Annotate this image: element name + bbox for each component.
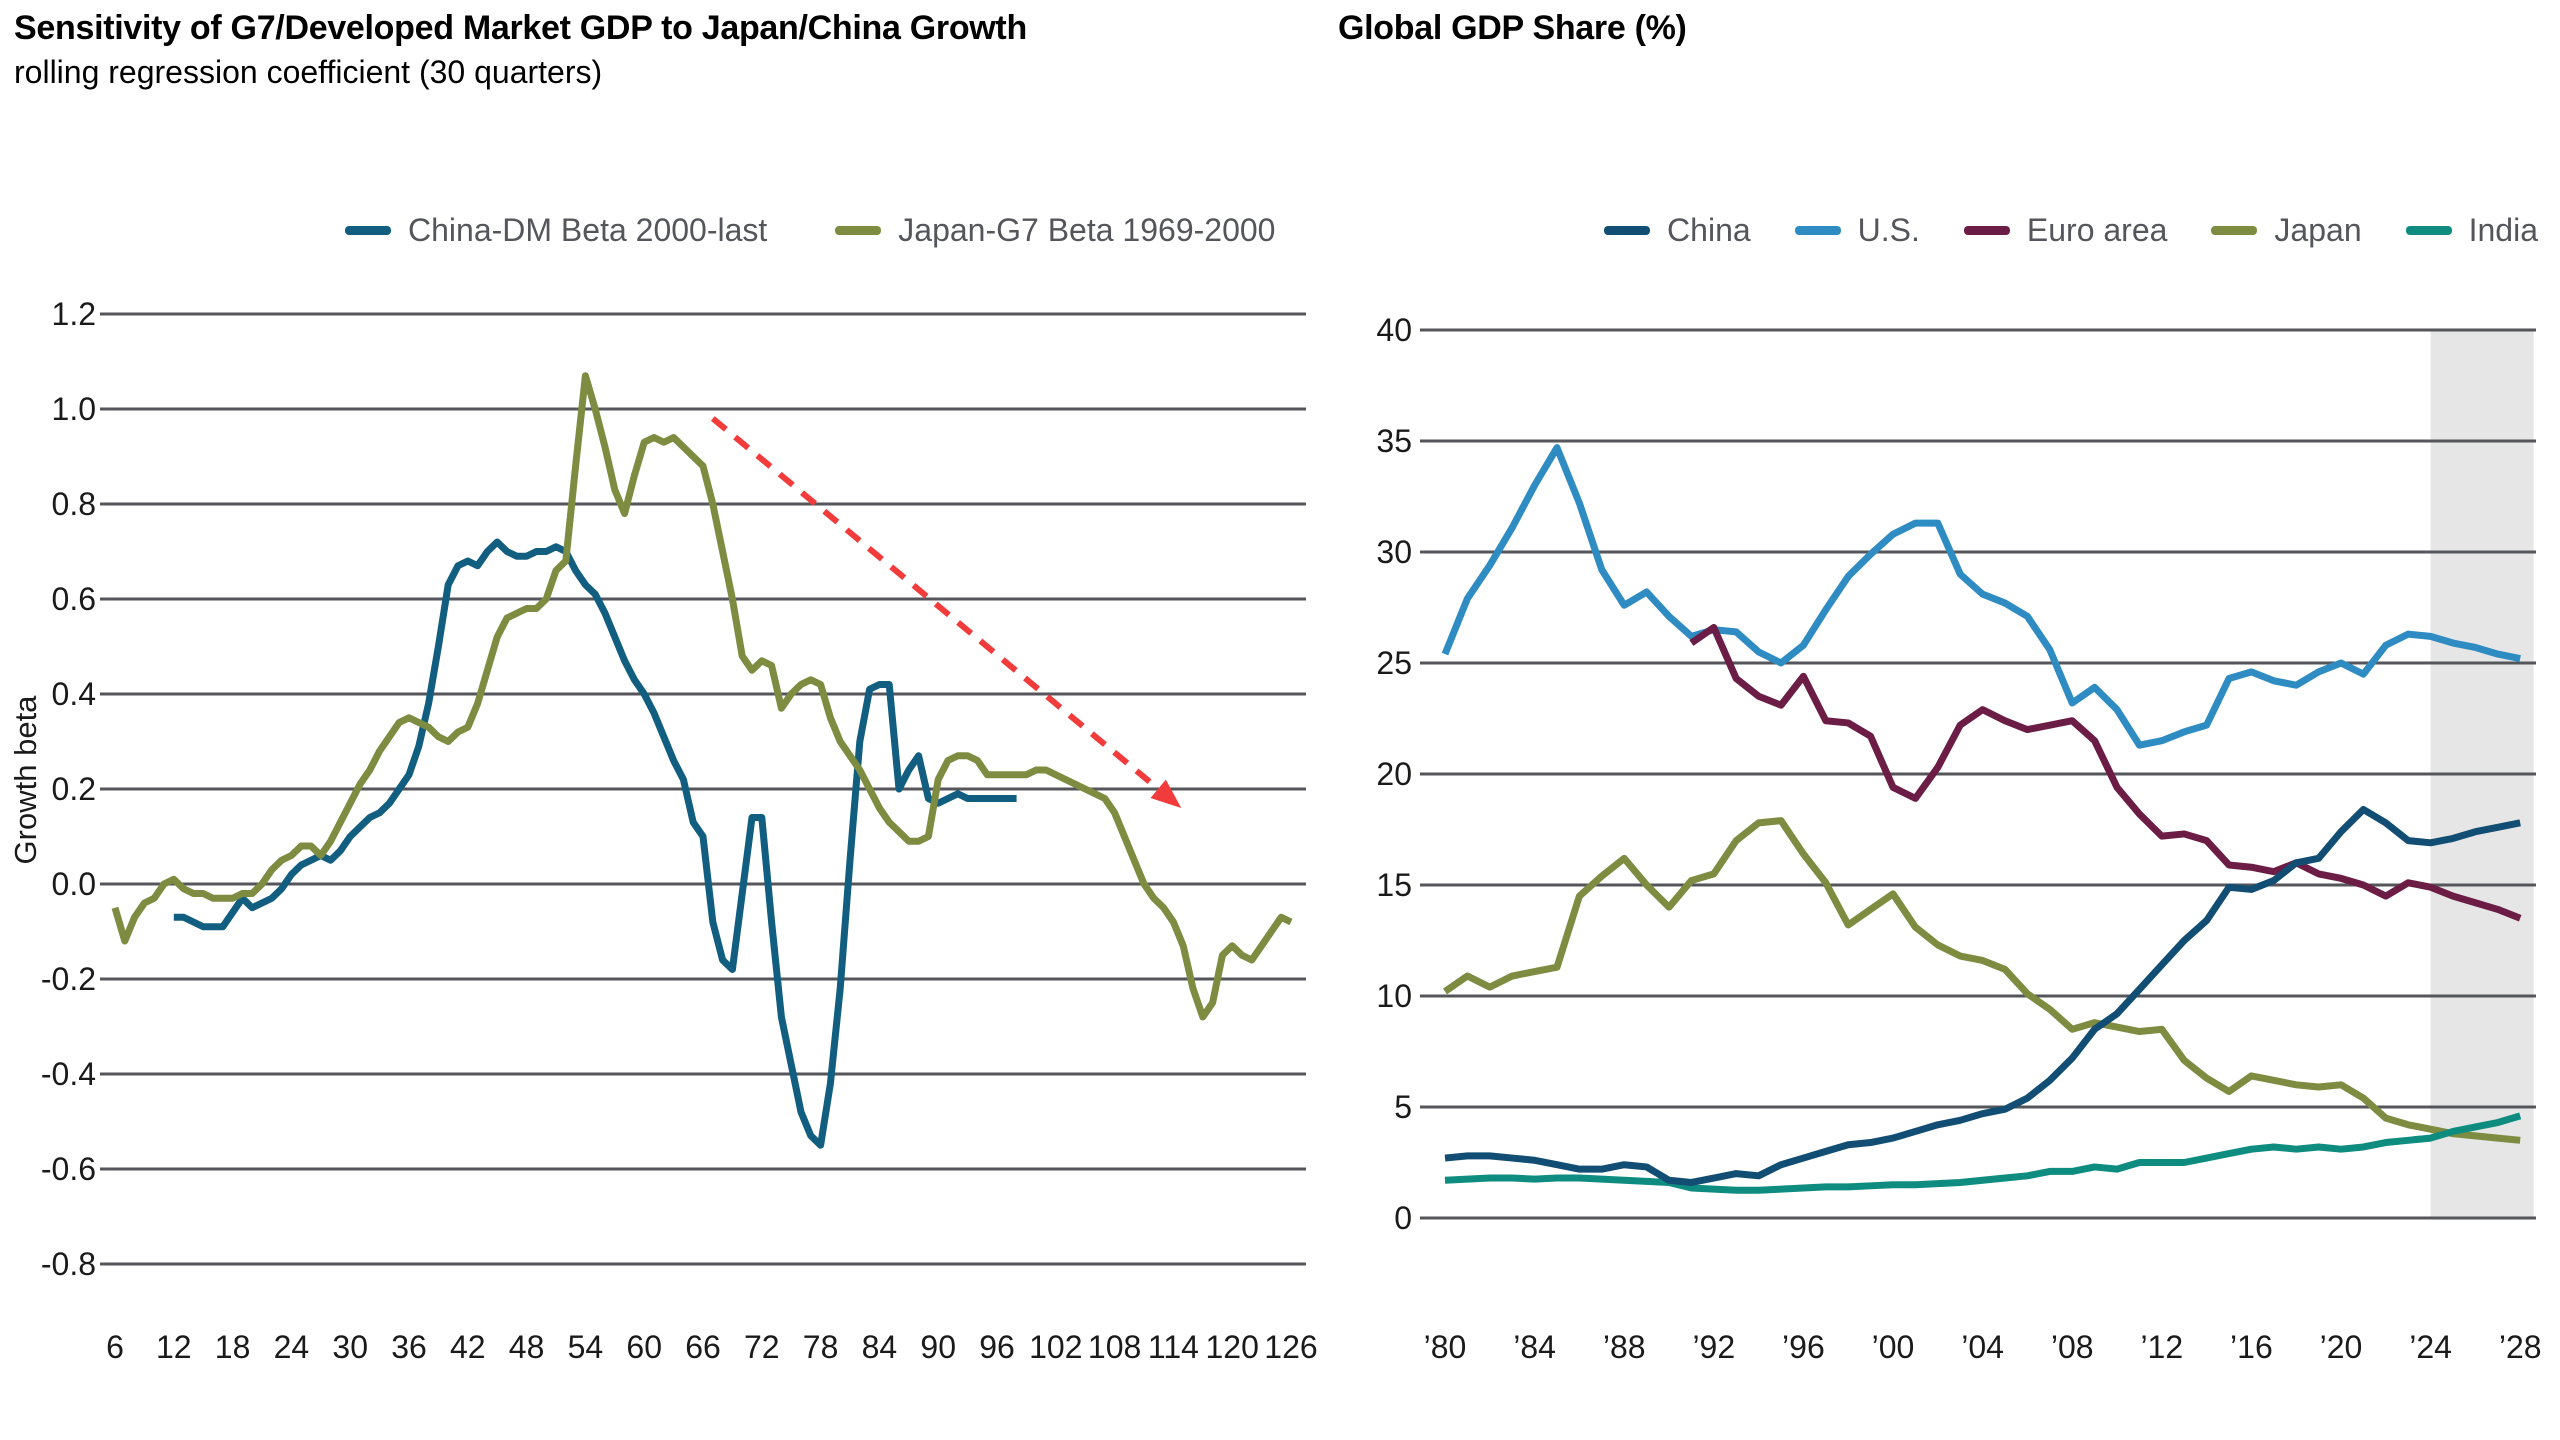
x-tick-label: ’96 <box>1782 1329 1825 1365</box>
x-tick-label: ’04 <box>1961 1329 2004 1365</box>
legend-label-u-s: U.S. <box>1857 212 1920 248</box>
y-tick-label: 0.8 <box>52 486 96 522</box>
legend-item-euro-area: Euro area <box>1963 212 2168 249</box>
y-tick-label: 30 <box>1376 534 1412 570</box>
series-line-japan <box>1443 817 2521 1144</box>
x-tick-label: ’00 <box>1872 1329 1915 1365</box>
legend-item-india: India <box>2405 212 2538 249</box>
x-tick-label: 72 <box>744 1329 780 1365</box>
y-tick-label: 25 <box>1376 645 1412 681</box>
x-tick-label: 102 <box>1029 1329 1082 1365</box>
legend-item-u-s: U.S. <box>1794 212 1920 249</box>
y-tick-label: 15 <box>1376 867 1412 903</box>
trend-arrowhead <box>1150 779 1182 808</box>
y-tick-label: 0.0 <box>52 866 96 902</box>
legend-swatch-japan <box>2211 226 2258 235</box>
x-tick-label: ’84 <box>1513 1329 1556 1365</box>
legend-label-china: China <box>1667 212 1751 248</box>
legend-swatch-china <box>1604 226 1651 235</box>
x-tick-label: 42 <box>450 1329 486 1365</box>
series-line-india <box>1444 1112 2522 1194</box>
x-tick-label: 108 <box>1088 1329 1141 1365</box>
y-tick-label: -0.6 <box>41 1151 96 1187</box>
legend-item-japan-g7-beta-1969-2000: Japan-G7 Beta 1969-2000 <box>835 212 1275 249</box>
y-tick-label: -0.8 <box>41 1246 96 1282</box>
y-tick-label: -0.2 <box>41 961 96 997</box>
x-tick-label: 30 <box>332 1329 368 1365</box>
legend-swatch-u-s <box>1794 226 1841 235</box>
x-tick-label: 54 <box>568 1329 604 1365</box>
legend-swatch-china-dm-beta-2000-last <box>345 226 391 235</box>
left-chart-legend: China-DM Beta 2000-last Japan-G7 Beta 196… <box>345 212 1275 249</box>
y-axis-title: Growth beta <box>8 695 43 865</box>
series-line-u-s <box>1441 444 2521 749</box>
series-line-china <box>1444 806 2521 1186</box>
x-tick-label: 12 <box>156 1329 192 1365</box>
legend-swatch-euro-area <box>1963 226 2010 235</box>
x-tick-label: 6 <box>106 1329 124 1365</box>
x-tick-label: 114 <box>1148 1329 1199 1365</box>
left-chart-title: Sensitivity of G7/Developed Market GDP t… <box>14 9 1027 47</box>
x-tick-label: 84 <box>862 1329 898 1365</box>
y-tick-label: 10 <box>1376 978 1412 1014</box>
y-tick-label: 5 <box>1394 1089 1412 1125</box>
x-tick-label: 36 <box>391 1329 427 1365</box>
y-tick-label: 40 <box>1376 312 1412 348</box>
legend-item-china-dm-beta-2000-last: China-DM Beta 2000-last <box>345 212 767 249</box>
x-tick-label: 126 <box>1264 1329 1317 1365</box>
right-chart-title-block: Global GDP Share (%) <box>1338 6 2538 51</box>
y-tick-label: -0.4 <box>41 1056 96 1092</box>
y-tick-label: 35 <box>1376 423 1412 459</box>
right-chart-legend: China U.S. Euro area Japan India <box>1604 212 2538 249</box>
legend-item-japan: Japan <box>2211 212 2362 249</box>
x-tick-label: 60 <box>626 1329 662 1365</box>
right-chart-title: Global GDP Share (%) <box>1338 9 1687 47</box>
x-tick-label: 24 <box>274 1329 310 1365</box>
y-tick-label: 1.2 <box>52 296 96 332</box>
legend-label-euro-area: Euro area <box>2026 212 2168 248</box>
legend-item-china: China <box>1604 212 1751 249</box>
legend-label-india: India <box>2468 212 2538 248</box>
x-tick-label: 120 <box>1206 1329 1259 1365</box>
y-tick-label: 0.2 <box>52 771 96 807</box>
x-tick-label: ’16 <box>2230 1329 2273 1365</box>
x-tick-label: ’24 <box>2409 1329 2452 1365</box>
x-tick-label: 90 <box>920 1329 956 1365</box>
y-tick-label: 0.4 <box>52 676 96 712</box>
x-tick-label: ’80 <box>1424 1329 1467 1365</box>
x-tick-label: ’92 <box>1692 1329 1735 1365</box>
left-chart-title-block: Sensitivity of G7/Developed Market GDP t… <box>14 6 1324 93</box>
x-tick-label: 48 <box>509 1329 545 1365</box>
left-chart-subtitle: rolling regression coefficient (30 quart… <box>14 54 603 90</box>
y-tick-label: 0 <box>1394 1200 1412 1236</box>
legend-swatch-japan-g7-beta-1969-2000 <box>835 226 882 235</box>
x-tick-label: ’88 <box>1603 1329 1646 1365</box>
series-line-euro-area <box>1689 623 2522 922</box>
legend-swatch-india <box>2405 226 2452 235</box>
declining-beta-trend-arrow <box>710 416 1165 795</box>
x-tick-label: 78 <box>803 1329 839 1365</box>
legend-label-japan: Japan <box>2274 212 2362 248</box>
y-tick-label: 0.6 <box>52 581 96 617</box>
x-tick-label: ’28 <box>2499 1329 2542 1365</box>
series-line-china-dm-beta-2000-last <box>173 538 1017 1149</box>
y-tick-label: 20 <box>1376 756 1412 792</box>
series-line-japan-g7-beta-1969-2000 <box>111 372 1293 1021</box>
x-tick-label: 18 <box>215 1329 251 1365</box>
x-tick-label: ’12 <box>2140 1329 2183 1365</box>
x-tick-label: ’20 <box>2320 1329 2363 1365</box>
x-tick-label: ’08 <box>2051 1329 2094 1365</box>
legend-label-china-dm-beta-2000-last: China-DM Beta 2000-last <box>408 212 768 248</box>
legend-label-japan-g7-beta-1969-2000: Japan-G7 Beta 1969-2000 <box>898 212 1276 248</box>
x-tick-label: 96 <box>979 1329 1015 1365</box>
x-tick-label: 66 <box>685 1329 721 1365</box>
y-tick-label: 1.0 <box>52 391 96 427</box>
